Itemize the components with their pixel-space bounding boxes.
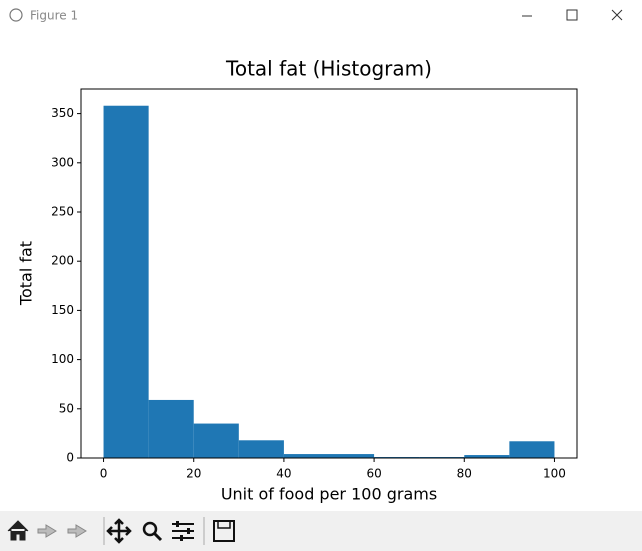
histogram-bar: [148, 399, 194, 458]
x-tick-label: 60: [366, 467, 381, 481]
zoom-button[interactable]: [142, 521, 158, 537]
histogram-bar: [103, 105, 149, 458]
forward-button[interactable]: [67, 524, 87, 538]
pan-button[interactable]: [106, 518, 132, 544]
toolbar: [0, 511, 642, 551]
y-axis-label: Total fat: [17, 241, 36, 306]
app-icon: [9, 8, 23, 22]
slider-knob: [187, 528, 190, 534]
y-tick-label: 150: [51, 303, 74, 317]
histogram-bar: [509, 441, 555, 458]
axes-frame: [80, 88, 578, 459]
save-icon-detail: [217, 520, 231, 529]
x-tick-label: 40: [276, 467, 291, 481]
slider-knob: [180, 535, 183, 541]
y-tick-label: 300: [51, 155, 74, 169]
histogram-bar: [238, 440, 284, 458]
back-button[interactable]: [37, 524, 57, 538]
toolbar-bg: [0, 511, 642, 551]
window-title: Figure 1: [30, 9, 78, 23]
y-tick-label: 250: [51, 205, 74, 219]
histogram-bar: [283, 454, 329, 458]
y-tick-label: 200: [51, 254, 74, 268]
maximize-button[interactable]: [566, 9, 578, 21]
slider-knob: [176, 521, 179, 527]
histogram-bar: [329, 454, 375, 458]
zoom-handle: [152, 531, 163, 542]
y-tick-label: 100: [51, 352, 74, 366]
histogram-bar: [464, 455, 510, 458]
x-tick-label: 20: [186, 467, 201, 481]
home-button[interactable]: [7, 520, 29, 541]
x-tick-label: 0: [100, 467, 108, 481]
y-tick-label: 350: [51, 106, 74, 120]
y-tick-label: 50: [59, 401, 74, 415]
histogram-bar: [193, 423, 239, 458]
x-tick-label: 80: [457, 467, 472, 481]
close-button[interactable]: [611, 9, 623, 21]
x-axis-label: Unit of food per 100 grams: [221, 485, 437, 504]
plot-area: 0 50 100 150 200 250 300 350 0 20 40 60 80 100: [51, 88, 578, 481]
chart-title: Total fat (Histogram): [225, 57, 432, 81]
y-tick-label: 0: [66, 451, 74, 465]
title-bar: Figure 1: [9, 8, 623, 23]
x-tick-label: 100: [543, 467, 566, 481]
